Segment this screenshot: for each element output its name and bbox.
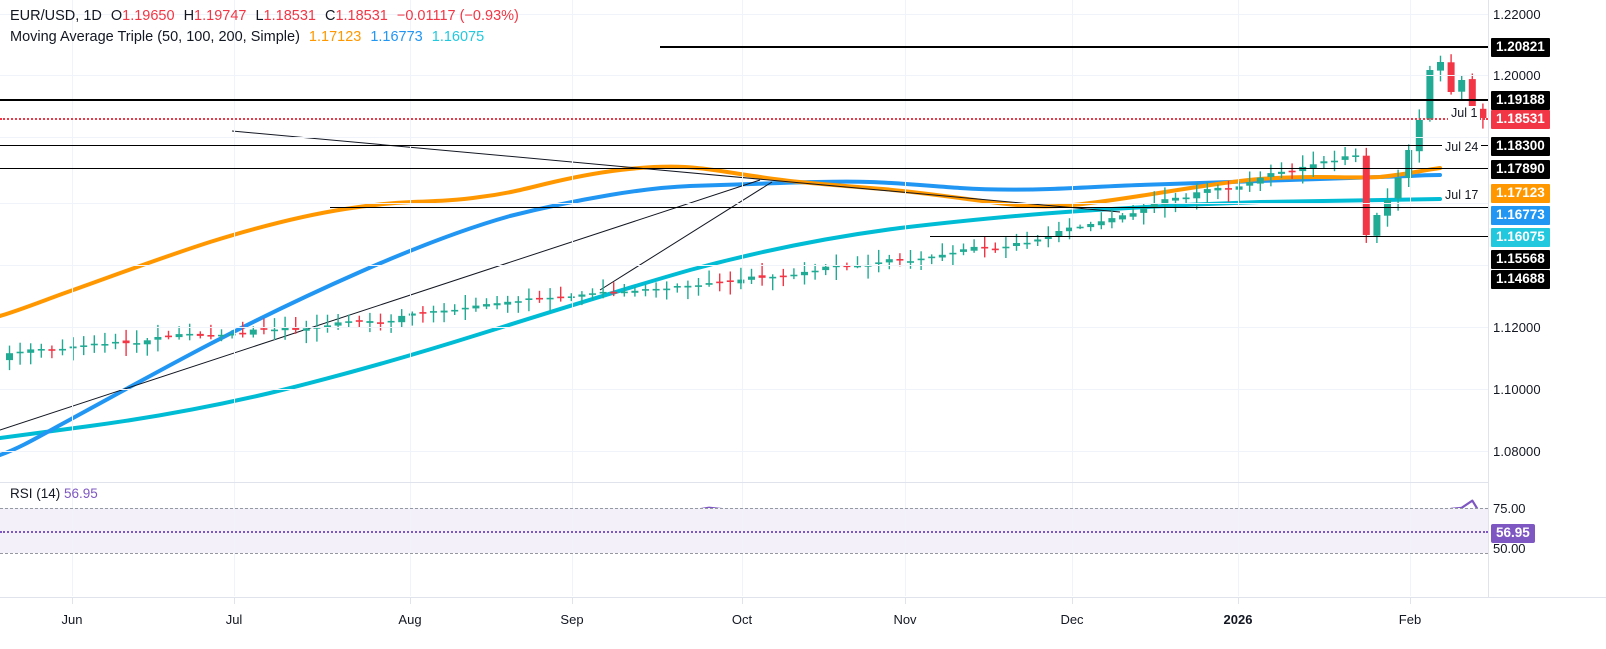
price-tick: 1.12000 <box>1493 320 1541 335</box>
price-pane[interactable]: Jul 1 Jul 24 Jul 17 <box>0 0 1488 482</box>
ma200-line <box>0 197 1442 440</box>
price-tick: 1.22000 <box>1493 7 1541 22</box>
time-label-aug: Aug <box>398 612 422 627</box>
ascending-trendline-long <box>0 179 761 431</box>
gridline-v <box>410 483 411 596</box>
gridline-h <box>0 203 1488 204</box>
price-badge-ma50-1-17123[interactable]: 1.17123 <box>1491 184 1550 203</box>
time-label-feb: Feb <box>1398 612 1422 627</box>
price-badge-1-19188[interactable]: 1.19188 <box>1491 91 1550 110</box>
gridline-v <box>1072 0 1073 482</box>
date-note-jul-17: Jul 17 <box>1442 188 1482 202</box>
time-tick <box>742 598 743 604</box>
current-price-dotted-line <box>0 118 1488 120</box>
ascending-trendline-short <box>599 181 773 291</box>
gridline-v <box>742 483 743 596</box>
gridline-h <box>0 75 1488 76</box>
time-label-jul: Jul <box>225 612 243 627</box>
time-tick <box>234 598 235 604</box>
price-scale[interactable]: 1.22000 1.20000 1.12000 1.10000 1.08000 … <box>1488 0 1606 597</box>
price-badge-1-18300[interactable]: 1.18300 <box>1491 137 1550 156</box>
time-tick <box>1238 598 1239 604</box>
price-badge-1-15568[interactable]: 1.15568 <box>1491 250 1550 269</box>
level-line-1-15568[interactable] <box>930 236 1488 237</box>
gridline-v <box>234 0 235 482</box>
rsi-legend: RSI (14) 56.95 <box>10 486 98 501</box>
level-line-1-19188[interactable] <box>0 99 1488 101</box>
ma50-line <box>0 164 1442 318</box>
time-tick <box>572 598 573 604</box>
price-series-svg <box>0 54 1487 457</box>
rsi-legend-title: RSI (14) <box>10 486 61 501</box>
gridline-v <box>1072 483 1073 596</box>
level-line-1-17890[interactable] <box>0 168 1488 169</box>
gridline-v <box>410 0 411 482</box>
ma100-line <box>0 173 1442 457</box>
gridline-v <box>1410 483 1411 596</box>
date-note-jul-1: Jul 1 <box>1448 106 1481 120</box>
gridline-v <box>905 0 906 482</box>
time-label-oct: Oct <box>731 612 753 627</box>
price-tick: 1.10000 <box>1493 382 1541 397</box>
price-badge-current-1-18531[interactable]: 1.18531 <box>1491 110 1550 129</box>
gridline-v <box>234 483 235 596</box>
rsi-level-30 <box>0 553 1488 554</box>
descending-trendline <box>231 130 1121 213</box>
time-axis[interactable]: Jun Jul Aug Sep Oct Nov Dec 2026 Feb <box>0 597 1606 649</box>
pane-separator <box>0 482 1606 483</box>
gridline-h <box>0 389 1488 390</box>
time-tick <box>1072 598 1073 604</box>
rsi-overbought-oversold-band <box>0 508 1488 553</box>
gridline-v <box>905 483 906 596</box>
price-badge-1-17890[interactable]: 1.17890 <box>1491 160 1550 179</box>
level-line-support-box[interactable] <box>330 207 1488 208</box>
gridline-h <box>0 265 1488 266</box>
price-badge-ma200-1-16075[interactable]: 1.16075 <box>1491 228 1550 247</box>
gridline-v <box>72 0 73 482</box>
price-badge-ma100-1-16773[interactable]: 1.16773 <box>1491 206 1550 225</box>
gridline-v <box>1410 0 1411 482</box>
price-tick: 1.08000 <box>1493 444 1541 459</box>
rsi-badge-current[interactable]: 56.95 <box>1491 524 1535 543</box>
price-tick: 1.20000 <box>1493 68 1541 83</box>
rsi-tick-75: 75.00 <box>1493 501 1526 516</box>
date-note-jul-24: Jul 24 <box>1442 140 1482 154</box>
gridline-v <box>1238 483 1239 596</box>
gridline-h <box>0 327 1488 328</box>
rsi-legend-value: 56.95 <box>64 486 98 501</box>
gridline-v <box>572 0 573 482</box>
time-tick <box>1410 598 1411 604</box>
rsi-pane[interactable]: RSI (14) 56.95 <box>0 483 1488 596</box>
gridline-h <box>0 137 1488 138</box>
level-line-1-18300[interactable] <box>0 145 1488 146</box>
time-tick <box>72 598 73 604</box>
gridline-h <box>0 451 1488 452</box>
rsi-level-50 <box>0 531 1488 533</box>
rsi-level-70 <box>0 508 1488 509</box>
level-line-1-20821[interactable] <box>660 46 1488 48</box>
gridline-v <box>572 483 573 596</box>
time-label-dec: Dec <box>1060 612 1084 627</box>
time-tick <box>410 598 411 604</box>
time-label-jun: Jun <box>61 612 83 627</box>
gridline-v <box>72 483 73 596</box>
rsi-tick-50: 50.00 <box>1493 541 1526 556</box>
time-label-nov: Nov <box>893 612 917 627</box>
time-tick <box>905 598 906 604</box>
price-badge-1-20821[interactable]: 1.20821 <box>1491 38 1550 57</box>
time-label-sep: Sep <box>560 612 584 627</box>
price-badge-1-14688[interactable]: 1.14688 <box>1491 270 1550 289</box>
gridline-v <box>1238 0 1239 482</box>
gridline-v <box>742 0 743 482</box>
candlestick-series <box>6 54 1487 371</box>
time-label-2026: 2026 <box>1223 612 1253 627</box>
gridline-h <box>0 14 1488 15</box>
